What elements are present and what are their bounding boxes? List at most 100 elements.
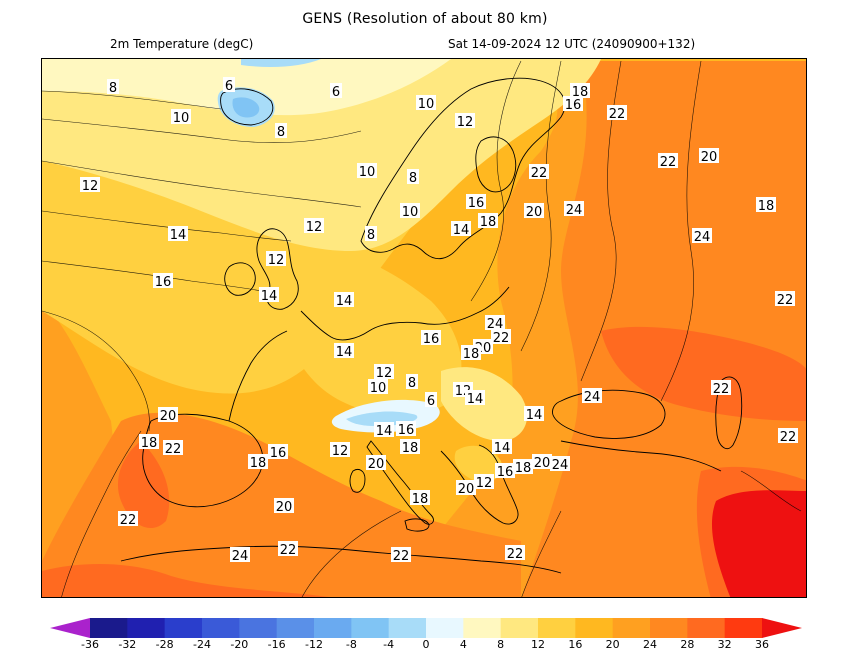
contour-label: 16 bbox=[421, 330, 441, 347]
contour-label: 24 bbox=[564, 201, 584, 218]
contour-label: 12 bbox=[455, 113, 475, 130]
colorbar-tick-labels: -36 -32 -28 -24 -20 -16 -12 -8 -4 0 4 8 12 16 20 24 28 32… bbox=[0, 638, 850, 656]
iberia-hot-zone bbox=[117, 441, 170, 529]
contour-label: 22 bbox=[491, 329, 511, 346]
contour-label-text: 14 bbox=[453, 223, 470, 238]
contour-label-text: 18 bbox=[250, 456, 267, 471]
scandinavia-zone bbox=[42, 59, 601, 251]
contour-label-text: 22 bbox=[120, 513, 137, 528]
contour-label: 22 bbox=[391, 547, 411, 564]
colorbar-tick-label: 28 bbox=[680, 638, 695, 651]
contour-label-text: 12 bbox=[332, 444, 349, 459]
contour-label-text: 22 bbox=[493, 331, 510, 346]
colorbar-segment bbox=[239, 618, 278, 638]
contour-label-text: 22 bbox=[280, 543, 297, 558]
contour-label-text: 24 bbox=[487, 317, 504, 332]
colorbar-segment bbox=[351, 618, 390, 638]
contour-label-text: 14 bbox=[494, 441, 511, 456]
contour-label-text: 20 bbox=[701, 150, 718, 165]
coastlines bbox=[120, 77, 743, 574]
contour-label: 18 bbox=[513, 459, 533, 476]
contour-label-text: 22 bbox=[393, 549, 410, 564]
colorbar-segment bbox=[164, 618, 203, 638]
contour-label-text: 22 bbox=[507, 547, 524, 562]
contour-label: 10 bbox=[357, 163, 377, 180]
contour-label: 6 bbox=[330, 83, 342, 100]
colorbar-tick-label: 32 bbox=[717, 638, 732, 651]
contour-label-text: 10 bbox=[402, 205, 419, 220]
contour-label: 22 bbox=[607, 105, 627, 122]
colorbar-tick-label: -4 bbox=[383, 638, 395, 651]
contour-label-text: 22 bbox=[165, 442, 182, 457]
caspian-zone bbox=[601, 326, 806, 421]
contour-label-text: 18 bbox=[463, 347, 480, 362]
contour-label: 16 bbox=[495, 463, 515, 480]
contour-label-text: 24 bbox=[694, 230, 711, 245]
contour-label-text: 14 bbox=[261, 289, 278, 304]
contour-label-text: 6 bbox=[427, 394, 435, 409]
colorbar-segment bbox=[724, 618, 763, 638]
sahara-zone bbox=[42, 564, 329, 597]
colorbar-tick-label: 8 bbox=[497, 638, 505, 651]
contour-label: 14 bbox=[334, 292, 354, 309]
contour-label: 22 bbox=[658, 153, 678, 170]
contour-label: 18 bbox=[756, 197, 776, 214]
contour-label: 14 bbox=[465, 390, 485, 407]
colorbar-over-arrow bbox=[762, 618, 802, 638]
contour-label: 18 bbox=[410, 490, 430, 507]
contour-label: 22 bbox=[118, 511, 138, 528]
contour-label: 24 bbox=[485, 315, 505, 332]
contour-label: 24 bbox=[582, 388, 602, 405]
contour-label-text: 22 bbox=[780, 430, 797, 445]
colorbar-segment bbox=[575, 618, 614, 638]
contour-label-text: 8 bbox=[408, 376, 416, 391]
colorbar-tick-label: 36 bbox=[755, 638, 769, 651]
contour-label-text: 24 bbox=[584, 390, 601, 405]
colorbar-tick-label: -36 bbox=[81, 638, 99, 651]
contour-label: 10 bbox=[368, 379, 388, 396]
contour-label: 14 bbox=[524, 406, 544, 423]
contour-label: 18 bbox=[400, 439, 420, 456]
contour-label: 18 bbox=[139, 434, 159, 451]
contour-label: 16 bbox=[466, 194, 486, 211]
colorbar-segment bbox=[90, 618, 128, 638]
colorbar-tick-label: 16 bbox=[568, 638, 583, 651]
colorbar bbox=[50, 618, 802, 638]
colorbar-segment bbox=[687, 618, 726, 638]
contour-label-text: 16 bbox=[468, 196, 485, 211]
colorbar-tick-label: 20 bbox=[605, 638, 620, 651]
contour-label: 24 bbox=[230, 547, 250, 564]
contour-label: 10 bbox=[416, 95, 436, 112]
contour-label: 20 bbox=[274, 498, 294, 515]
colorbar-tick-label: 4 bbox=[459, 638, 467, 651]
contour-label-text: 8 bbox=[409, 171, 417, 186]
colorbar-tick-label: -16 bbox=[267, 638, 286, 651]
colorbar-segment bbox=[650, 618, 688, 638]
contour-label: 22 bbox=[163, 440, 183, 457]
contour-label-text: 18 bbox=[758, 199, 775, 214]
contour-label-text: 14 bbox=[376, 424, 393, 439]
contour-label: 22 bbox=[529, 164, 549, 181]
variable-label: 2m Temperature (degC) bbox=[110, 37, 254, 51]
colorbar-segment bbox=[612, 618, 651, 638]
contour-label: 12 bbox=[80, 177, 100, 194]
contour-label-text: 10 bbox=[359, 165, 376, 180]
arctic-zone bbox=[42, 59, 451, 116]
temperature-map: 8 6 6 8 10 10 12 18 16 22 22 20 12 10 8 22 10 16 18 20 24 18 1… bbox=[41, 58, 807, 598]
colorbar-tick-label: -32 bbox=[118, 638, 137, 651]
contour-label: 8 bbox=[365, 226, 377, 243]
contour-label: 18 bbox=[461, 345, 481, 362]
contour-label-text: 20 bbox=[276, 500, 293, 515]
contour-label: 20 bbox=[532, 454, 552, 471]
contour-label: 24 bbox=[692, 228, 712, 245]
contour-label: 20 bbox=[524, 203, 544, 220]
contour-label-text: 16 bbox=[565, 98, 582, 113]
colorbar-tick-label: -28 bbox=[155, 638, 174, 651]
contour-label-text: 14 bbox=[526, 408, 543, 423]
colorbar-tick-label: -12 bbox=[305, 638, 323, 651]
contour-label: 22 bbox=[711, 380, 731, 397]
contour-label: 20 bbox=[699, 148, 719, 165]
contour-label: 22 bbox=[505, 545, 525, 562]
contour-label-text: 14 bbox=[336, 294, 353, 309]
